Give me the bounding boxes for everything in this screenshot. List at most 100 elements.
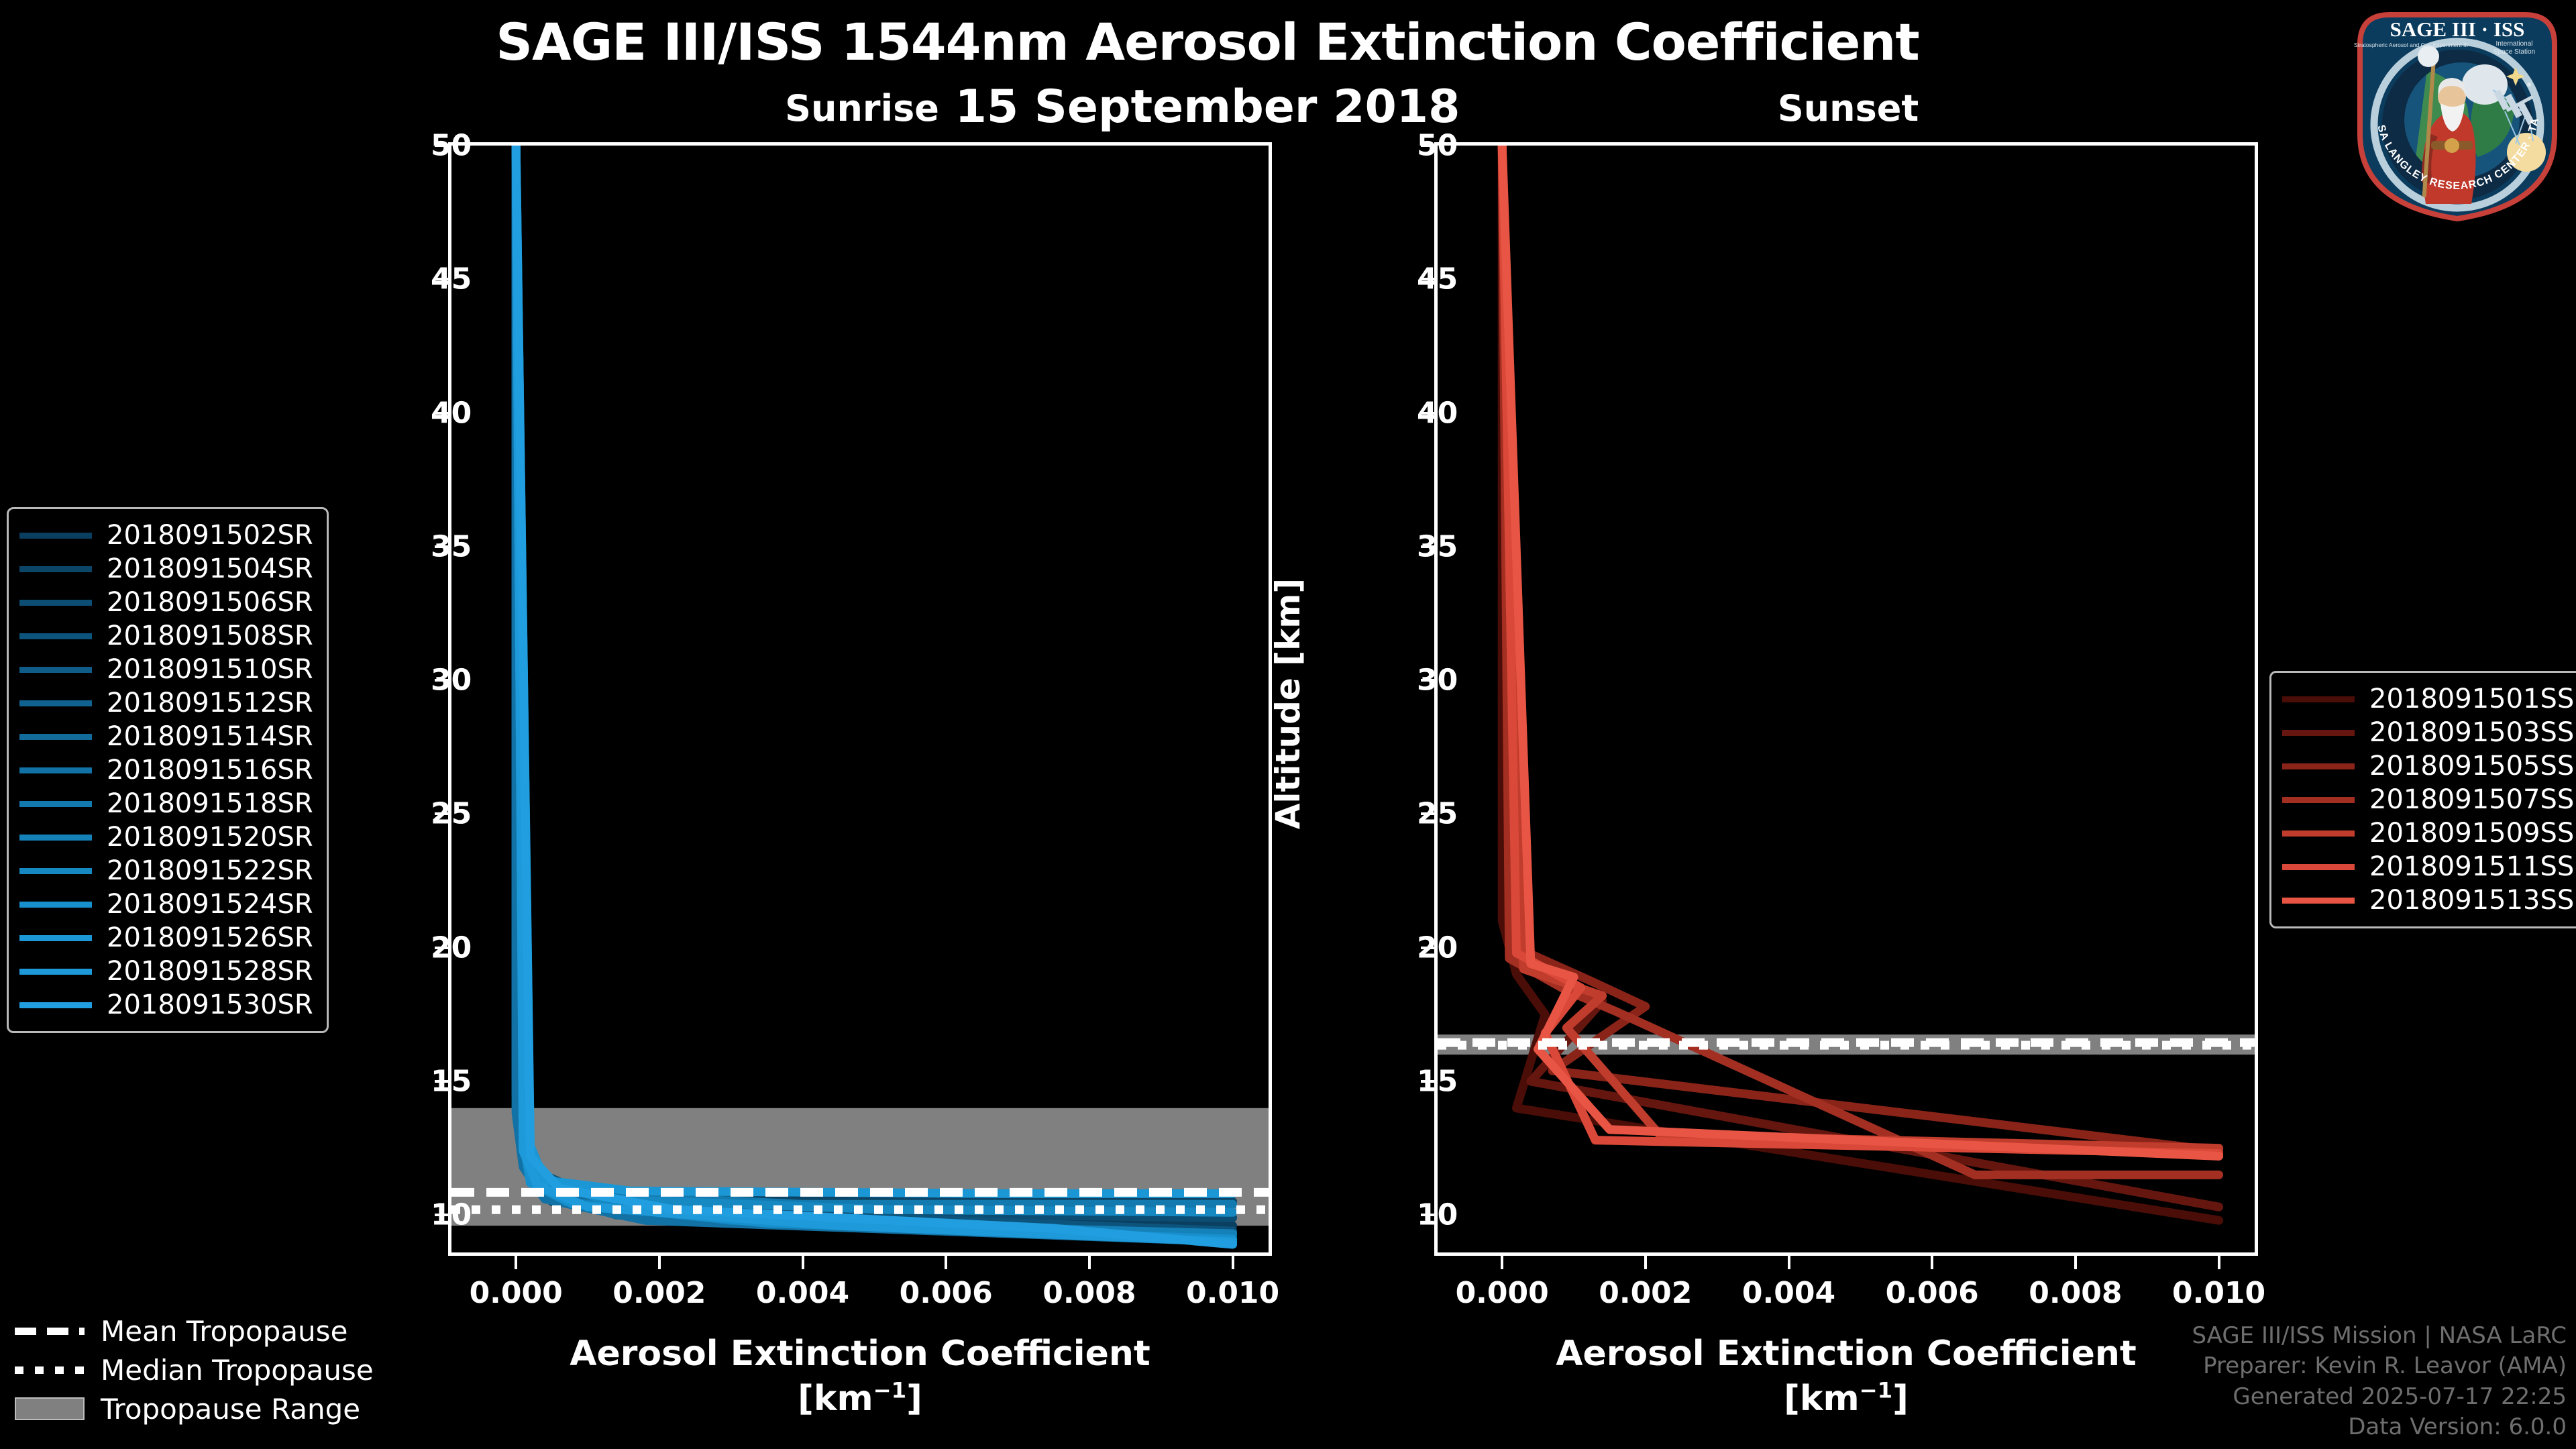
legend-color-swatch-icon: [2282, 863, 2355, 870]
credits-mission: SAGE III/ISS Mission | NASA LaRC: [2192, 1322, 2567, 1350]
legend-color-swatch-icon: [19, 934, 92, 941]
sunrise-y-tick-mark: [435, 278, 448, 281]
sunrise-legend: 2018091502SR 2018091504SR 2018091506SR 2018…: [7, 507, 329, 1033]
series-line: [511, 146, 1238, 1209]
sunrise-x-tick-mark: [801, 1256, 804, 1269]
sunrise-y-tick-mark: [435, 1079, 448, 1083]
legend-item-label: 2018091504SR: [107, 553, 313, 584]
sunset-legend-item[interactable]: 2018091507SS: [2282, 783, 2574, 816]
page-subtitle-date: 15 September 2018: [955, 80, 1460, 133]
legend-color-swatch-icon: [19, 700, 92, 706]
series-line: [511, 146, 1238, 1222]
sunrise-legend-item[interactable]: 2018091522SR: [19, 854, 313, 888]
dashed-line-icon: [15, 1327, 85, 1335]
legend-item-label: 2018091522SR: [107, 855, 313, 886]
sunrise-legend-item[interactable]: 2018091516SR: [19, 753, 313, 787]
legend-color-swatch-icon: [19, 733, 92, 740]
sunset-legend-item[interactable]: 2018091513SS: [2282, 883, 2574, 917]
legend-item-label: 2018091510SR: [107, 654, 313, 685]
sunset-x-tick-mark: [1644, 1256, 1647, 1269]
series-line: [511, 146, 1238, 1246]
legend-color-swatch-icon: [19, 566, 92, 572]
series-line: [511, 146, 1238, 1198]
sunrise-legend-item[interactable]: 2018091510SR: [19, 653, 313, 686]
series-line: [511, 146, 1238, 1206]
sunrise-legend-item[interactable]: 2018091526SR: [19, 921, 313, 955]
legend-item-label: 2018091528SR: [107, 956, 313, 987]
sunrise-y-tick-mark: [435, 946, 448, 949]
sunrise-legend-item[interactable]: 2018091512SR: [19, 686, 313, 720]
sunset-x-axis-unit: [km−1]: [1784, 1377, 1909, 1419]
tropopause-legend: Mean Tropopause Median Tropopause Tropopau…: [15, 1311, 374, 1428]
sunrise-legend-item[interactable]: 2018091518SR: [19, 787, 313, 820]
series-line: [511, 146, 1238, 1217]
sunrise-x-axis-label-text: Aerosol Extinction Coefficient: [570, 1334, 1150, 1374]
sunset-x-tick-label: 0.000: [1455, 1276, 1549, 1310]
legend-color-swatch-icon: [19, 800, 92, 807]
tropopause-range-swatch-icon: [15, 1397, 85, 1420]
series-line: [511, 146, 1238, 1246]
mission-patch-svg: SAGE III · ISS Stratospheric Aerosol and…: [2343, 0, 2557, 222]
legend-color-swatch-icon: [2282, 897, 2355, 904]
legend-item-label: 2018091526SR: [107, 922, 313, 953]
sunrise-x-tick-mark: [945, 1256, 948, 1269]
sunset-x-tick-mark: [1931, 1256, 1934, 1269]
sunrise-series-svg: [451, 146, 1269, 1249]
sunset-x-axis-label: Aerosol Extinction Coefficient [km−1]: [1434, 1332, 2258, 1421]
sunrise-x-tick-mark: [1231, 1256, 1234, 1269]
sunset-legend-item[interactable]: 2018091505SS: [2282, 749, 2574, 783]
sunset-y-tick-mark: [1421, 1214, 1434, 1217]
legend-item-label: 2018091516SR: [107, 755, 313, 786]
legend-color-swatch-icon: [2282, 696, 2355, 702]
sunrise-legend-item[interactable]: 2018091504SR: [19, 552, 313, 586]
legend-color-swatch-icon: [19, 834, 92, 841]
legend-item-label: 2018091508SR: [107, 621, 313, 651]
sunset-plot-area: [1438, 146, 2255, 1252]
legend-item-label: 2018091506SR: [107, 587, 313, 618]
legend-color-swatch-icon: [2282, 830, 2355, 837]
series-line: [1497, 146, 2224, 1161]
sunrise-legend-item[interactable]: 2018091508SR: [19, 619, 313, 653]
sunset-legend-item[interactable]: 2018091503SS: [2282, 716, 2574, 749]
legend-item-label: 2018091501SS: [2369, 684, 2575, 714]
legend-color-swatch-icon: [19, 599, 92, 606]
sunset-legend-item[interactable]: 2018091511SS: [2282, 850, 2574, 883]
sunrise-x-tick-label: 0.008: [1042, 1276, 1136, 1310]
sunset-x-tick-label: 0.008: [2029, 1276, 2123, 1310]
tropopause-legend-item[interactable]: Mean Tropopause: [15, 1311, 374, 1350]
sunrise-legend-item[interactable]: 2018091520SR: [19, 820, 313, 854]
patch-inner-ring: [2370, 38, 2544, 212]
sunset-x-tick-mark: [1787, 1256, 1790, 1269]
series-line: [511, 146, 1238, 1244]
sunrise-legend-item[interactable]: 2018091530SR: [19, 988, 313, 1022]
sunset-x-tick-mark: [2217, 1256, 2220, 1269]
sunrise-panel-title: Sunrise: [785, 87, 939, 129]
tropopause-legend-item[interactable]: Tropopause Range: [15, 1389, 374, 1428]
sunrise-legend-item[interactable]: 2018091502SR: [19, 519, 313, 552]
sunset-legend-item[interactable]: 2018091501SS: [2282, 682, 2574, 716]
credits-block: SAGE III/ISS Mission | NASA LaRC Prepare…: [2192, 1321, 2567, 1442]
sunset-x-tick-label: 0.006: [1885, 1276, 1979, 1310]
figure-graphic: [2418, 46, 2476, 204]
sunrise-legend-item[interactable]: 2018091506SR: [19, 586, 313, 619]
sunrise-legend-item[interactable]: 2018091524SR: [19, 888, 313, 921]
series-line: [511, 146, 1238, 1244]
sunset-legend: 2018091501SS 2018091503SS 2018091505SS 2018…: [2269, 671, 2576, 928]
iss-graphic: [2493, 89, 2534, 125]
tropopause-legend-item[interactable]: Median Tropopause: [15, 1350, 374, 1389]
legend-item-label: 2018091514SR: [107, 721, 313, 752]
legend-item-label: 2018091502SR: [107, 520, 313, 551]
page-title: SAGE III/ISS 1544nm Aerosol Extinction C…: [496, 12, 1919, 72]
sunset-y-tick-mark: [1421, 946, 1434, 949]
series-line: [1497, 146, 2224, 1225]
sunrise-legend-item[interactable]: 2018091514SR: [19, 720, 313, 753]
tropopause-legend-label: Median Tropopause: [101, 1353, 374, 1387]
stars-icon: [2500, 67, 2531, 87]
sunrise-plot-area: [451, 146, 1269, 1252]
sunrise-legend-item[interactable]: 2018091528SR: [19, 955, 313, 988]
legend-item-label: 2018091520SR: [107, 822, 313, 853]
credits-data-version: Data Version: 6.0.0: [2348, 1413, 2567, 1440]
sunset-legend-item[interactable]: 2018091509SS: [2282, 816, 2574, 850]
sunset-x-tick-mark: [1501, 1256, 1504, 1269]
sunrise-y-tick-mark: [435, 411, 448, 415]
